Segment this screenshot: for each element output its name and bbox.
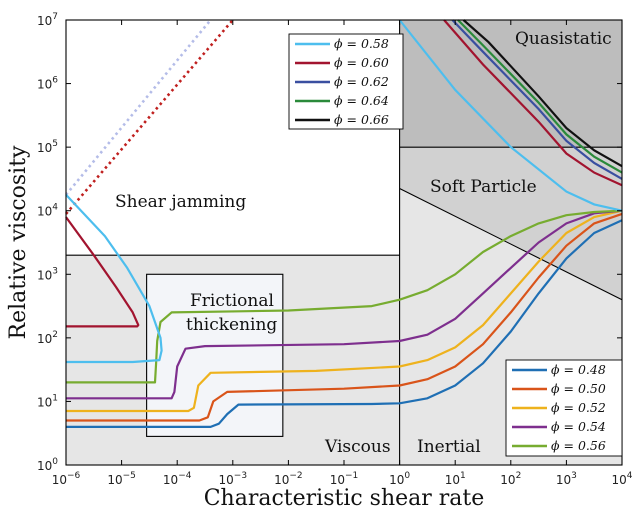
x-tick-label: 10−2 [274, 471, 303, 487]
x-tick-label: 10−3 [219, 471, 248, 487]
series-upper-line-9 [462, 19, 623, 168]
region-labels: Shear jamming Frictional thickening Visc… [115, 29, 612, 457]
y-tick-label: 100 [37, 457, 58, 473]
label-viscous: Viscous [324, 437, 391, 457]
x-axis-label: Characteristic shear rate [204, 486, 485, 511]
x-tick-label: 10−5 [107, 471, 136, 487]
series-line-0 [66, 219, 623, 428]
legend-entry: ϕ = 0.50 [551, 381, 606, 396]
series-line-4 [66, 209, 623, 384]
legend-entry: ϕ = 0.56 [551, 438, 606, 453]
y-tick-label: 103 [37, 266, 58, 282]
y-tick-label: 107 [37, 12, 58, 28]
region-quasistatic [399, 20, 622, 148]
series-line-1 [66, 212, 623, 422]
legend-entry: ϕ = 0.60 [334, 55, 389, 70]
legend-entry: ϕ = 0.54 [551, 419, 606, 434]
region-soft-particle [399, 147, 622, 300]
x-tick-label: 10−4 [163, 471, 192, 487]
series-upper-line-8 [457, 19, 623, 174]
label-soft-particle: Soft Particle [430, 177, 537, 197]
series-upper-line-5 [398, 19, 623, 212]
series-line-6 [65, 216, 140, 328]
x-tick-label: 10−1 [330, 471, 359, 487]
legend-entry: ϕ = 0.66 [334, 112, 389, 127]
frictional-box [146, 273, 284, 437]
label-quasistatic: Quasistatic [515, 29, 612, 49]
series-upper-line-7 [451, 19, 623, 180]
y-tick-label: 106 [37, 76, 58, 92]
label-shear-jamming: Shear jamming [115, 192, 246, 212]
axes: 10−6 10−5 10−4 10−3 10−2 10−1 100 101 102 103 104 1… [37, 12, 633, 487]
series-line-2 [66, 209, 623, 413]
y-tick-label: 105 [37, 139, 58, 155]
jamming-line-6 [65, 19, 234, 215]
x-tick-label: 104 [611, 471, 632, 487]
legend-entry: ϕ = 0.62 [334, 74, 389, 89]
legend-entry: ϕ = 0.48 [551, 362, 606, 377]
label-frictional: Frictional [190, 291, 274, 311]
label-thickening: thickening [186, 315, 277, 335]
legend-upper: ϕ = 0.58 ϕ = 0.60 ϕ = 0.62 ϕ = 0.64 ϕ = 0.66 [288, 33, 404, 130]
y-tick-label: 104 [37, 203, 58, 219]
jamming-line-5 [64, 19, 212, 196]
region-frictional-thickening [146, 274, 283, 437]
legend-entry: ϕ = 0.52 [551, 400, 606, 415]
x-tick-label: 103 [556, 471, 577, 487]
legend-entry: ϕ = 0.64 [334, 93, 389, 108]
x-tick-label: 101 [445, 471, 466, 487]
series-line-5 [65, 194, 163, 364]
legends: ϕ = 0.58 ϕ = 0.60 ϕ = 0.62 ϕ = 0.64 ϕ = 0.66… [288, 33, 623, 457]
series-curves [64, 19, 623, 428]
legend-entry: ϕ = 0.58 [334, 36, 389, 51]
x-tick-label: 10−6 [52, 471, 81, 487]
series-upper-line-6 [443, 19, 623, 187]
y-tick-label: 101 [37, 393, 58, 409]
series-line-3 [66, 209, 623, 400]
legend-lower: ϕ = 0.48 ϕ = 0.50 ϕ = 0.52 ϕ = 0.54 ϕ = 0.56 [505, 359, 623, 457]
label-inertial: Inertial [417, 437, 481, 457]
x-tick-label: 102 [500, 471, 521, 487]
y-tick-label: 102 [37, 330, 58, 346]
y-axis-label: Relative viscosity [6, 145, 31, 340]
x-tick-label: 100 [389, 471, 410, 487]
boundary-soft-particle [399, 187, 623, 301]
